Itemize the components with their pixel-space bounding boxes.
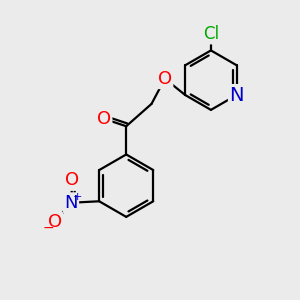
Text: −: − xyxy=(42,220,54,234)
Text: Cl: Cl xyxy=(203,25,219,43)
Text: N: N xyxy=(64,194,78,212)
Text: N: N xyxy=(230,85,244,104)
Text: O: O xyxy=(47,213,62,231)
Text: O: O xyxy=(97,110,111,128)
Text: O: O xyxy=(158,70,172,88)
Text: +: + xyxy=(73,192,83,202)
Text: O: O xyxy=(65,172,80,190)
